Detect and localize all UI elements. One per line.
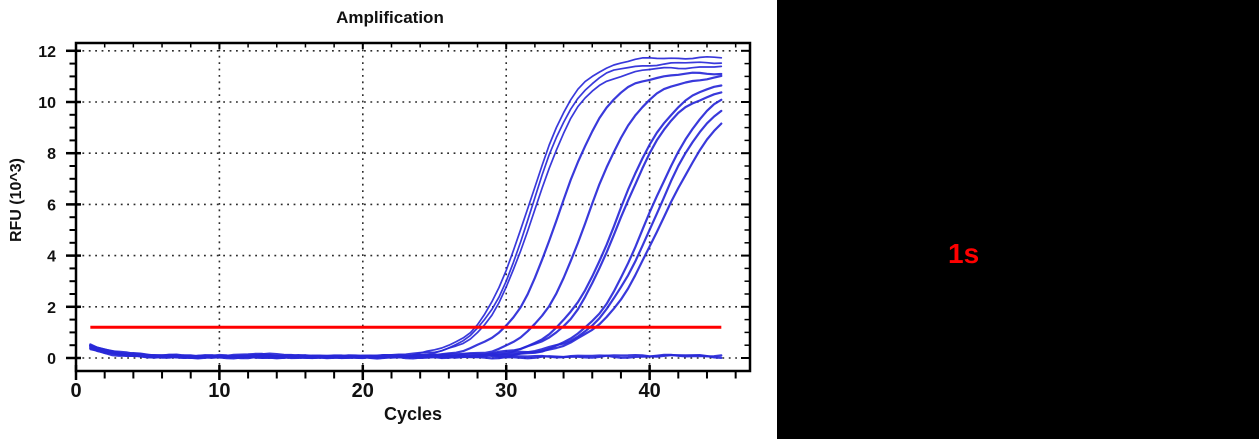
timer-annotation: 1s [948, 238, 980, 269]
amplification-plot-area: Amplification RFU (10^3) 0 10 20 30 40 0 2 4 6 8 1… [8, 8, 752, 424]
chart-title: Amplification [336, 8, 444, 27]
curve-sample-8 [89, 98, 723, 360]
x-tick-label: 40 [638, 380, 660, 402]
curve-sample-3 [89, 65, 723, 360]
curve-sample-4 [89, 71, 723, 360]
y-axis-title: RFU (10^3) [8, 157, 25, 243]
x-axis-title: Cycles [383, 404, 443, 424]
y-tick-label: 6 [47, 197, 56, 214]
x-tick-label: 0 [70, 380, 81, 402]
x-tick-label: 30 [495, 380, 517, 402]
y-tick-label: 2 [47, 300, 56, 317]
amplification-chart: 0 10 20 30 40 0 2 4 6 8 10 12 [38, 41, 752, 402]
curve-sample-2 [89, 61, 723, 360]
curve-ntc-2 [89, 345, 723, 360]
y-tick-label: 0 [47, 351, 56, 368]
y-tick-label: 10 [38, 95, 56, 112]
curve-sample-5 [89, 74, 723, 360]
x-tick-label: 20 [352, 380, 374, 402]
x-tick-label: 10 [208, 380, 230, 402]
plot-border [74, 41, 752, 373]
y-tick-label: 12 [38, 44, 56, 61]
curve-sample-9 [89, 109, 723, 360]
curve-sample-10 [89, 122, 723, 360]
y-tick-label: 8 [47, 146, 56, 163]
curve-sample-7 [89, 91, 723, 360]
y-tick-label: 4 [47, 249, 56, 266]
video-black-panel: 1s [777, 0, 1259, 439]
